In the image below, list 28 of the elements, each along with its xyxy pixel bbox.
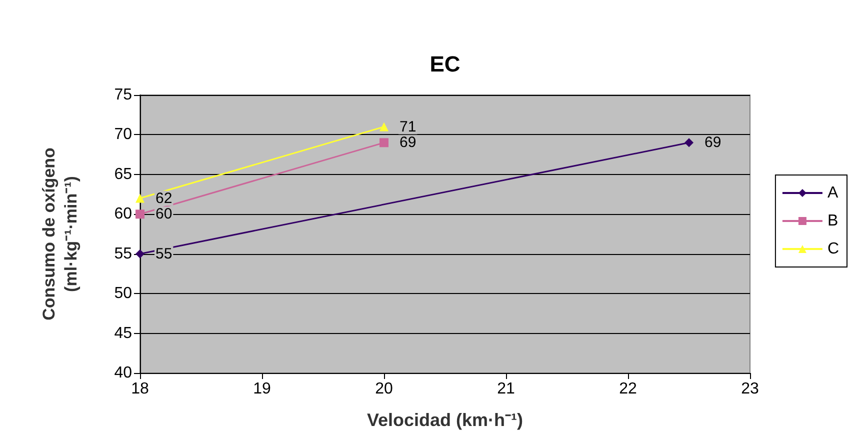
y-tick-label: 60	[114, 206, 132, 223]
data-label: 69	[400, 134, 416, 152]
y-axis-title: Consumo de oxígeno (ml·kg⁻¹·min⁻¹)	[40, 148, 80, 320]
y-tick-label: 50	[114, 285, 132, 302]
legend-label: B	[827, 212, 838, 230]
x-tick-label: 22	[619, 380, 637, 398]
legend-label: C	[827, 240, 840, 258]
x-tick-label: 23	[741, 380, 759, 398]
data-label: 71	[400, 118, 416, 136]
data-label: 69	[704, 134, 722, 152]
y-tick-label: 45	[114, 324, 132, 342]
x-tick-label: 21	[497, 380, 515, 398]
y-tick-label: 75	[114, 86, 132, 104]
point	[380, 138, 388, 148]
chart-title: EC	[430, 52, 460, 76]
data-label: 62	[156, 190, 172, 207]
x-tick-label: 19	[253, 380, 271, 398]
data-label: 55	[156, 245, 172, 262]
legend-label: A	[827, 184, 838, 202]
y-tick-label: 55	[114, 245, 132, 262]
y-tick-label: 40	[114, 364, 132, 382]
x-tick-label: 20	[375, 380, 393, 398]
y-tick-label: 65	[114, 166, 132, 183]
point	[684, 138, 694, 148]
data-label: 60	[156, 206, 172, 223]
x-tick-label: 18	[131, 380, 149, 398]
x-axis-title: Velocidad (km·h⁻¹)	[366, 410, 524, 430]
y-tick-label: 70	[114, 126, 132, 144]
